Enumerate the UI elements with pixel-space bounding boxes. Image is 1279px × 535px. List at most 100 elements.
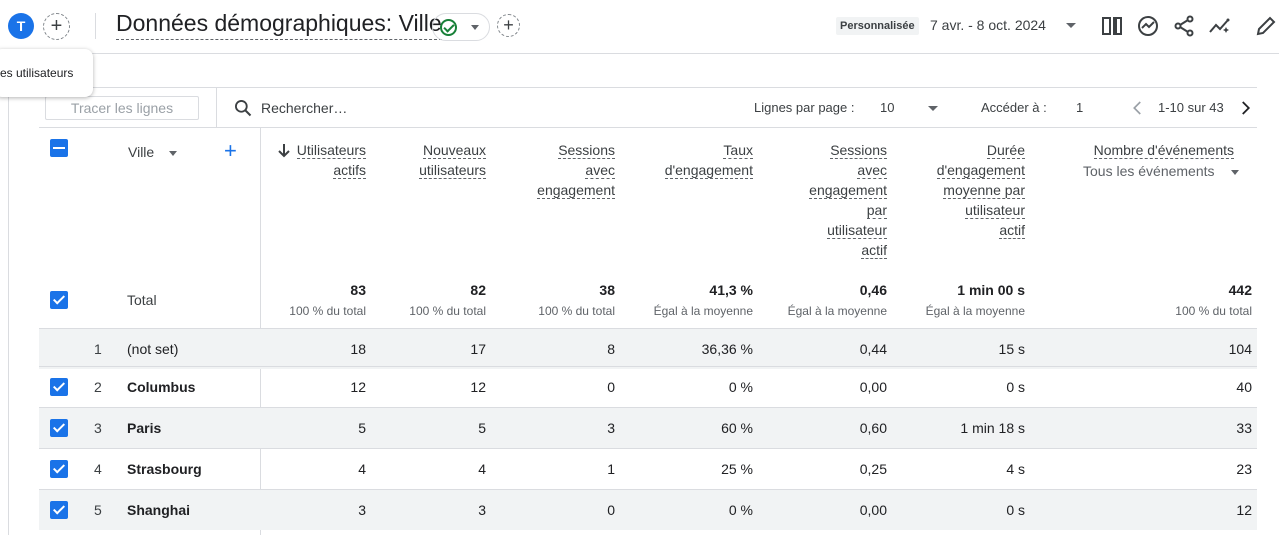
- add-dimension-button[interactable]: +: [224, 138, 237, 163]
- total-value: 0,46: [859, 282, 887, 298]
- table-toolbar: Tracer les lignes Lignes par page : 10 A…: [39, 87, 1257, 128]
- page-title[interactable]: Données démographiques: Ville: [116, 10, 442, 40]
- insights-icon[interactable]: [1136, 14, 1160, 38]
- column-header-active-users[interactable]: Utilisateurs actifs: [278, 140, 366, 180]
- share-icon[interactable]: [1172, 14, 1196, 38]
- event-filter-select[interactable]: Tous les événements: [1083, 163, 1215, 179]
- table-row[interactable]: 2 Columbus 12 12 0 0 % 0,00 0 s 40: [39, 366, 1257, 407]
- row-index: 3: [94, 420, 102, 436]
- cell-value: 18: [350, 341, 366, 357]
- cell-value: 0 %: [728, 502, 753, 518]
- cell-value: 1: [607, 461, 615, 477]
- cell-value: 15 s: [998, 341, 1025, 357]
- search-icon: [235, 100, 252, 117]
- row-checkbox[interactable]: [50, 501, 68, 519]
- table-row[interactable]: 3 Paris 5 5 3 60 % 0,60 1 min 18 s 33: [39, 407, 1257, 448]
- column-header-event-count[interactable]: Nombre d'événements: [1093, 142, 1234, 159]
- divider: [95, 13, 96, 39]
- divider: [216, 88, 217, 128]
- cell-value: 3: [478, 502, 486, 518]
- rows-per-page-label: Lignes par page :: [754, 100, 855, 115]
- cell-value: 25 %: [721, 461, 753, 477]
- cell-value: 12: [350, 379, 366, 395]
- row-checkbox[interactable]: [50, 460, 68, 478]
- cell-value: 17: [470, 341, 486, 357]
- total-value: 82: [470, 282, 486, 298]
- cell-value: 0,00: [859, 502, 887, 518]
- cell-value: 4: [358, 461, 366, 477]
- table-row[interactable]: 4 Strasbourg 4 4 1 25 % 0,25 4 s 23: [39, 448, 1257, 489]
- column-header-engaged-sessions-per-user[interactable]: Sessions avec engagement par utilisateur acti…: [809, 142, 887, 259]
- column-header-engagement-rate[interactable]: Taux d'engagement: [664, 142, 753, 179]
- compare-columns-icon[interactable]: [1100, 14, 1124, 38]
- cell-value: 0 %: [728, 379, 753, 395]
- total-value: 41,3 %: [709, 282, 753, 298]
- total-subtext: Égal à la moyenne: [787, 304, 887, 318]
- dimension-header[interactable]: Ville: [128, 144, 155, 160]
- total-subtext: 100 % du total: [289, 304, 366, 318]
- pagination-status: 1-10 sur 43: [1158, 100, 1224, 115]
- trend-icon[interactable]: [1208, 14, 1232, 38]
- cell-value: 0: [607, 379, 615, 395]
- column-header-avg-engagement-time[interactable]: Durée d'engagement moyenne par utilisateur a…: [936, 142, 1025, 239]
- cell-value: 40: [1236, 379, 1252, 395]
- cell-value: 5: [478, 420, 486, 436]
- goto-page-label: Accéder à :: [981, 100, 1047, 115]
- date-preset-badge: Personnalisée: [836, 17, 919, 35]
- cell-value: 104: [1228, 341, 1252, 357]
- report-status-button[interactable]: [432, 13, 490, 41]
- chevron-down-icon[interactable]: [928, 106, 938, 111]
- cell-value: 23: [1236, 461, 1252, 477]
- rows-per-page-select[interactable]: 10: [880, 100, 895, 115]
- total-subtext: Égal à la moyenne: [925, 304, 1025, 318]
- cell-value: 0: [607, 502, 615, 518]
- city-link[interactable]: Columbus: [127, 379, 196, 395]
- cell-value: 0 s: [1006, 379, 1025, 395]
- chevron-down-icon[interactable]: [169, 151, 177, 156]
- total-value: 442: [1228, 282, 1252, 298]
- city-link[interactable]: Strasbourg: [127, 461, 202, 477]
- cell-value: 0,25: [859, 461, 887, 477]
- column-header-engaged-sessions[interactable]: Sessions avec engagement: [537, 142, 615, 199]
- avatar[interactable]: T: [8, 13, 34, 39]
- search-input[interactable]: [261, 97, 561, 119]
- row-checkbox[interactable]: [50, 419, 68, 437]
- table-row[interactable]: 5 Shanghai 3 3 0 0 % 0,00 0 s 12: [39, 489, 1257, 530]
- cell-value: 60 %: [721, 420, 753, 436]
- add-comparison-button[interactable]: +: [43, 13, 70, 40]
- row-index: 5: [94, 502, 102, 518]
- total-label: Total: [127, 292, 157, 308]
- cell-value: 1 min 18 s: [960, 420, 1025, 436]
- total-subtext: Égal à la moyenne: [653, 304, 753, 318]
- cell-value: 12: [1236, 502, 1252, 518]
- edit-icon[interactable]: [1254, 14, 1278, 38]
- cell-value: 3: [358, 502, 366, 518]
- cell-value: 36,36 %: [701, 341, 753, 357]
- goto-page-input[interactable]: 1: [1076, 100, 1084, 115]
- chevron-down-icon: [471, 25, 479, 30]
- total-subtext: 100 % du total: [1175, 304, 1252, 318]
- select-all-checkbox[interactable]: [50, 139, 68, 157]
- cell-value: 5: [358, 420, 366, 436]
- cell-value: 0,44: [859, 341, 887, 357]
- city-link[interactable]: Shanghai: [127, 502, 191, 518]
- row-checkbox[interactable]: [50, 378, 68, 396]
- date-range[interactable]: 7 avr. - 8 oct. 2024: [930, 17, 1046, 33]
- total-checkbox[interactable]: [50, 291, 68, 309]
- total-value: 83: [350, 282, 366, 298]
- chevron-down-icon[interactable]: [1231, 170, 1239, 175]
- data-table: Ville + Utilisateurs actifs Nouveaux utili…: [39, 128, 1257, 535]
- chevron-left-icon[interactable]: [1129, 99, 1147, 117]
- cell-value: 33: [1236, 420, 1252, 436]
- city-link[interactable]: (not set): [127, 341, 179, 357]
- cell-value: 4 s: [1006, 461, 1025, 477]
- total-value: 38: [599, 282, 615, 298]
- table-row[interactable]: 1 (not set) 18 17 8 36,36 % 0,44 15 s 10…: [39, 328, 1257, 369]
- column-header-new-users[interactable]: Nouveaux utilisateurs: [419, 142, 486, 179]
- plot-rows-button[interactable]: Tracer les lignes: [45, 96, 199, 120]
- add-report-button[interactable]: +: [497, 14, 520, 37]
- date-dropdown-icon[interactable]: [1066, 23, 1076, 28]
- city-link[interactable]: Paris: [127, 420, 162, 436]
- total-subtext: 100 % du total: [538, 304, 615, 318]
- chevron-right-icon[interactable]: [1236, 99, 1254, 117]
